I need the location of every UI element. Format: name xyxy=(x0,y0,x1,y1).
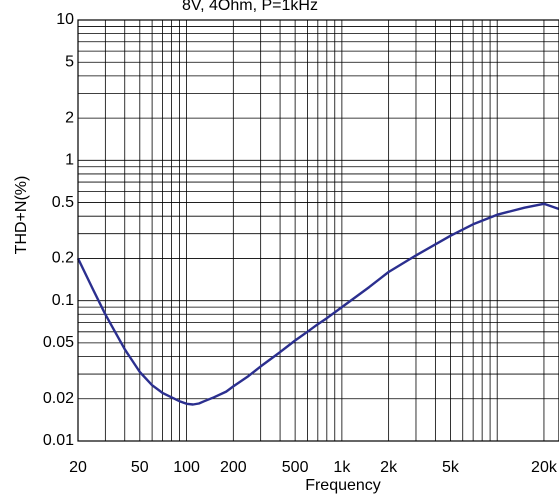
x-tick-label-8: 20k xyxy=(531,459,558,476)
y-tick-label-4: 0.2 xyxy=(52,250,74,267)
series xyxy=(76,202,559,406)
y-axis-label: THD+N(%) xyxy=(13,176,30,255)
y-tick-label-2: 0.05 xyxy=(43,334,74,351)
x-tick-label-1: 50 xyxy=(131,459,149,476)
series-line-0 xyxy=(76,202,559,406)
x-tick-label-4: 500 xyxy=(282,459,309,476)
y-tick-label-9: 10 xyxy=(56,11,74,28)
chart-title: 8V, 4Ohm, P=1kHz xyxy=(182,0,318,14)
y-tick-label-6: 1 xyxy=(65,152,74,169)
x-tick-label-3: 200 xyxy=(220,459,247,476)
x-tick-label-2: 100 xyxy=(173,459,200,476)
y-tick-label-5: 0.5 xyxy=(52,194,74,211)
y-tick-label-1: 0.02 xyxy=(43,390,74,407)
tick-labels: 20 50 100 200 500 1k 2k 5k 20k 0.01 0.02 0.05 0.1 0.2… xyxy=(43,11,558,476)
grid xyxy=(77,20,559,442)
y-tick-label-7: 2 xyxy=(65,109,74,126)
plot-frame xyxy=(77,19,559,442)
x-axis-label: Frequency xyxy=(305,477,381,494)
x-tick-label-0: 20 xyxy=(69,459,87,476)
x-tick-label-7: 5k xyxy=(442,459,460,476)
y-tick-label-8: 5 xyxy=(65,53,74,70)
x-tick-label-5: 1k xyxy=(333,459,351,476)
y-tick-label-0: 0.01 xyxy=(43,432,74,449)
y-tick-label-3: 0.1 xyxy=(52,292,74,309)
x-tick-label-6: 2k xyxy=(380,459,398,476)
